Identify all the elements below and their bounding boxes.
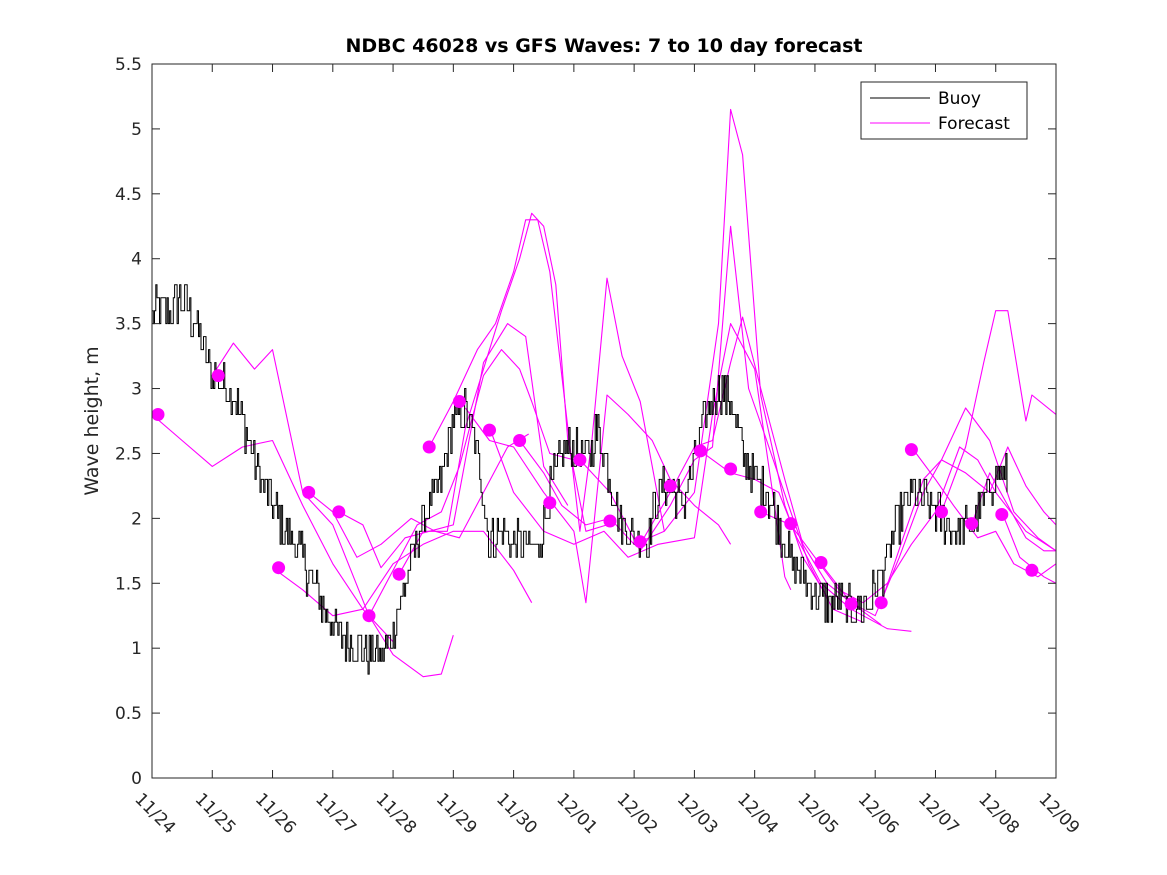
y-axis-label: Wave height, m bbox=[81, 346, 103, 495]
y-tick-label: 2.5 bbox=[115, 444, 142, 464]
forecast-marker bbox=[272, 561, 286, 575]
y-axis: 0 0.5 1 1.5 2 2.5 3 3.5 4 4.5 5 5.5 bbox=[115, 55, 1056, 789]
y-tick-label: 4.5 bbox=[115, 185, 142, 205]
forecast-marker bbox=[724, 462, 738, 476]
buoy-series-line bbox=[152, 284, 1008, 675]
forecast-marker bbox=[452, 395, 466, 408]
y-tick-label: 1.5 bbox=[115, 574, 142, 594]
forecast-series-line bbox=[368, 349, 575, 616]
forecast-marker bbox=[844, 597, 858, 611]
forecast-series-line bbox=[940, 310, 1056, 513]
y-tick-label: 2 bbox=[131, 509, 142, 529]
forecast-series-line bbox=[639, 316, 882, 626]
forecast-marker bbox=[754, 505, 768, 519]
forecast-series-line bbox=[272, 530, 533, 617]
forecast-series-line bbox=[152, 414, 394, 643]
forecast-marker bbox=[814, 556, 828, 569]
forecast-marker bbox=[362, 609, 376, 623]
y-tick-label: 3 bbox=[131, 380, 142, 400]
y-tick-label: 4 bbox=[131, 250, 142, 270]
forecast-series-line bbox=[211, 342, 454, 678]
forecast-series-line bbox=[519, 108, 828, 597]
forecast-marker bbox=[784, 517, 798, 531]
forecast-series-line bbox=[880, 446, 1056, 603]
forecast-marker bbox=[663, 479, 677, 493]
forecast-series-line bbox=[464, 394, 732, 604]
forecast-series-line bbox=[308, 433, 529, 558]
forecast-marker bbox=[965, 517, 979, 531]
y-tick-label: 1 bbox=[131, 639, 142, 659]
legend-box bbox=[860, 81, 1028, 140]
forecast-marker bbox=[573, 453, 587, 467]
forecast-series-line bbox=[338, 323, 569, 569]
forecast-marker bbox=[1025, 563, 1039, 577]
forecast-marker bbox=[633, 535, 647, 549]
axes-box bbox=[151, 63, 1057, 779]
forecast-marker bbox=[995, 508, 1009, 521]
forecast-marker bbox=[513, 434, 527, 447]
y-tick-label: 0.5 bbox=[115, 704, 142, 724]
forecast-marker bbox=[332, 505, 346, 519]
y-tick-label: 3.5 bbox=[115, 315, 142, 335]
forecast-marker bbox=[151, 408, 165, 421]
y-tick-label: 5 bbox=[131, 120, 142, 140]
forecast-series-line bbox=[700, 450, 912, 632]
forecast-lines bbox=[152, 108, 1056, 678]
forecast-marker bbox=[392, 567, 406, 581]
forecast-marker bbox=[543, 496, 557, 510]
forecast-markers bbox=[151, 369, 1039, 623]
forecast-marker bbox=[422, 440, 436, 454]
forecast-marker bbox=[874, 596, 888, 610]
chart-title: NDBC 46028 vs GFS Waves: 7 to 10 day for… bbox=[345, 35, 862, 57]
y-tick-label: 5.5 bbox=[115, 55, 142, 75]
forecast-marker bbox=[693, 444, 707, 458]
forecast-marker bbox=[483, 423, 496, 437]
forecast-marker bbox=[935, 505, 948, 519]
buoy-layer bbox=[152, 284, 1008, 675]
forecast-marker bbox=[211, 369, 225, 383]
forecast-marker bbox=[603, 514, 617, 528]
forecast-series-line bbox=[428, 219, 665, 532]
forecast-marker bbox=[904, 443, 918, 457]
y-tick-label: 0 bbox=[131, 769, 142, 789]
legend-forecast-label: Forecast bbox=[938, 114, 1010, 134]
legend-buoy-label: Buoy bbox=[938, 89, 981, 109]
legend: Buoy Forecast bbox=[860, 81, 1028, 140]
forecast-marker bbox=[302, 485, 316, 499]
